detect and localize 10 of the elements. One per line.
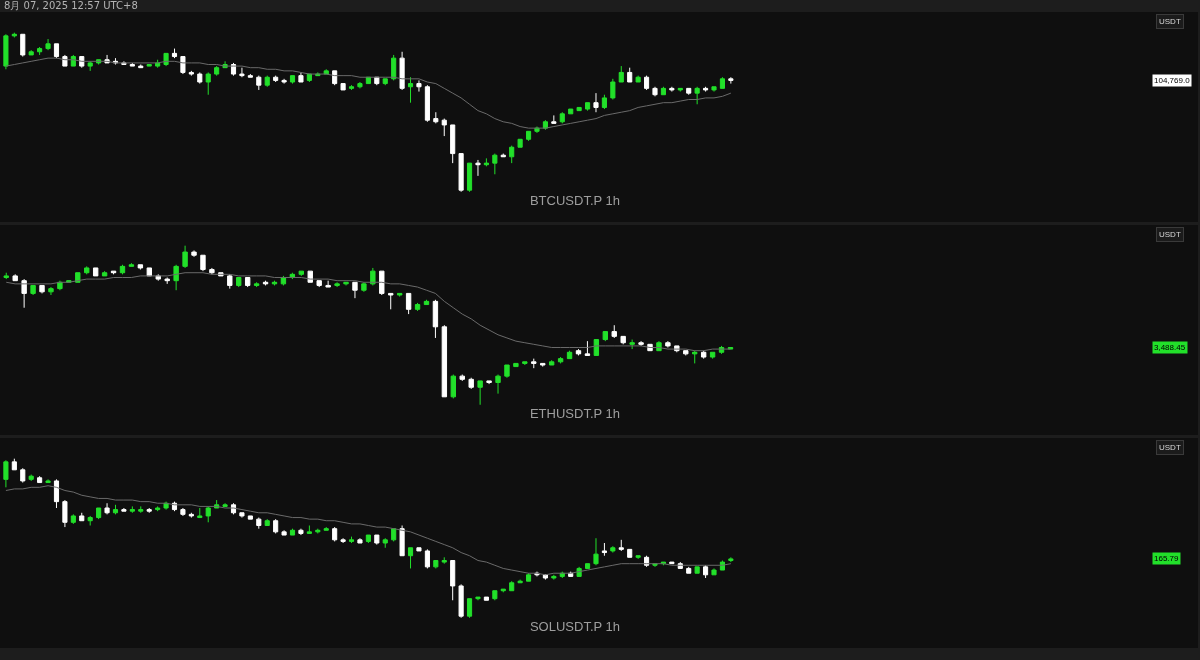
- text: ETHUSDT.P 1h: [529, 405, 621, 421]
- text: 3,488.45: [1154, 343, 1186, 352]
- text: USDT: [1159, 230, 1181, 239]
- text: 8月 07, 2025 12:57 UTC+8: [4, 0, 138, 12]
- text: 165.79: [1154, 554, 1180, 563]
- text: 104,769.0: [1154, 76, 1191, 85]
- text: USDT: [1159, 443, 1181, 452]
- text: USDT: [1159, 17, 1181, 26]
- text: SOLUSDT.P 1h: [529, 618, 621, 634]
- text: BTCUSDT.P 1h: [529, 192, 621, 208]
